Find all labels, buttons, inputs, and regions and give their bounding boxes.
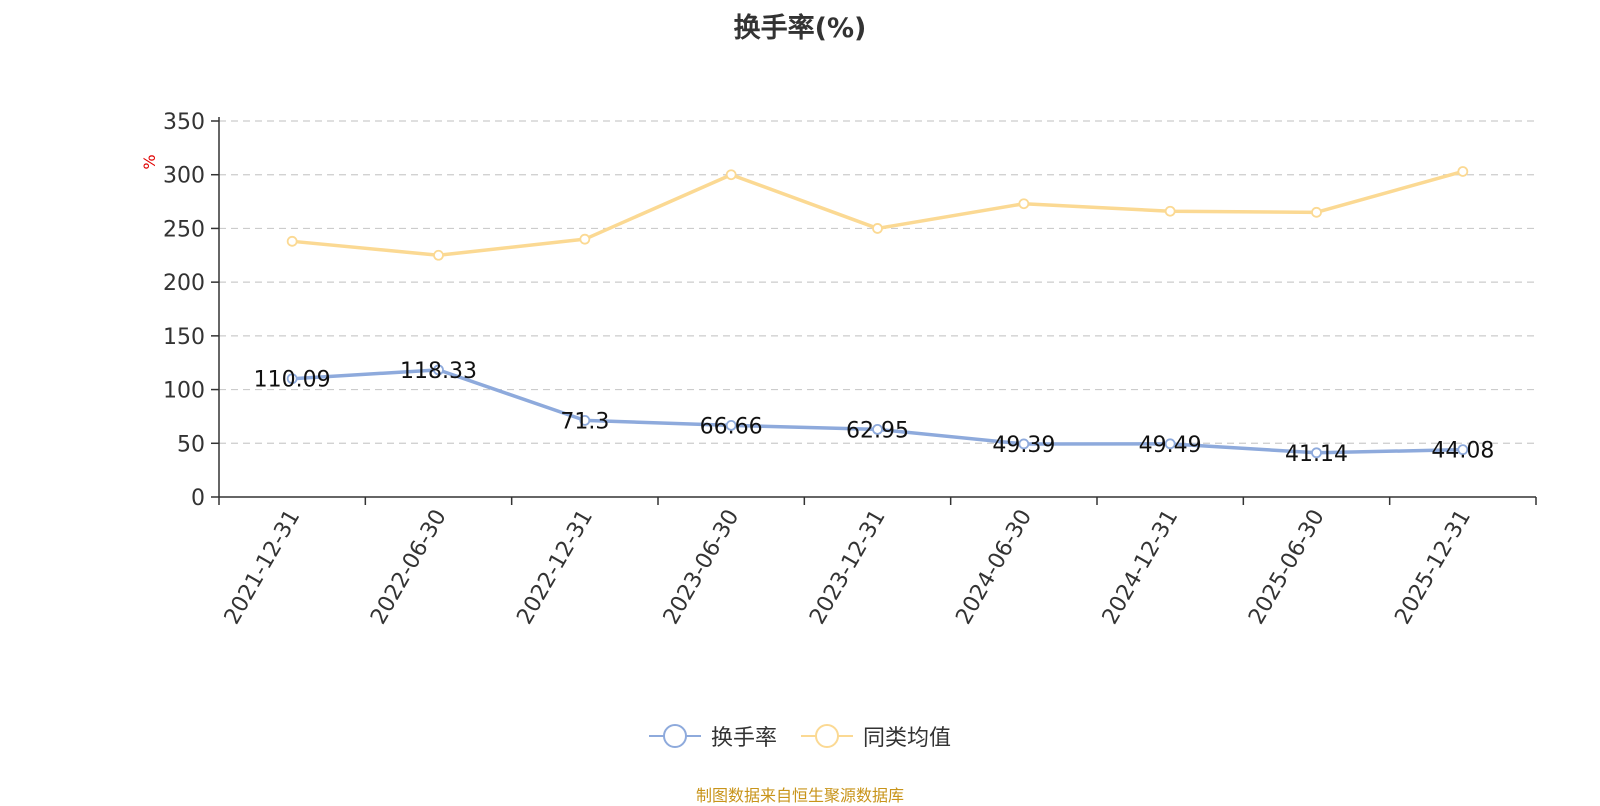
data-label: 41.14	[1285, 442, 1348, 467]
legend-label: 同类均值	[863, 726, 952, 751]
legend: 换手率 同类均值	[0, 720, 1600, 752]
x-tick-label: 2024-06-30	[951, 506, 1037, 629]
data-label: 62.95	[846, 418, 909, 443]
y-tick-label: 200	[163, 271, 205, 296]
data-label: 118.33	[400, 359, 477, 384]
data-label: 49.49	[1139, 433, 1202, 458]
legend-label: 换手率	[710, 726, 777, 751]
legend-item-series-1[interactable]: 换手率	[648, 720, 777, 752]
data-point	[286, 373, 298, 385]
series-line	[292, 169, 1464, 258]
y-tick-label: 150	[163, 325, 205, 350]
x-tick-label: 2025-06-30	[1244, 506, 1330, 629]
data-point	[1311, 206, 1322, 218]
data-point	[1457, 444, 1469, 456]
data-point	[725, 169, 737, 181]
y-tick-label: 100	[163, 379, 205, 404]
grid-lines	[219, 120, 1536, 444]
data-point	[579, 233, 591, 245]
x-tick-label: 2023-06-30	[659, 506, 745, 629]
y-axis-unit-label: %	[140, 154, 159, 169]
data-point	[1457, 166, 1469, 177]
data-point	[1311, 447, 1322, 459]
y-tick-label: 250	[163, 217, 205, 242]
data-point	[286, 235, 298, 247]
data-label: 49.39	[992, 433, 1055, 458]
x-tick-label: 2022-12-31	[512, 506, 598, 629]
data-point	[579, 415, 591, 426]
y-tick-label: 300	[163, 164, 205, 189]
data-point	[872, 423, 883, 435]
data-point	[1164, 438, 1176, 450]
x-tick-label: 2021-12-31	[220, 506, 306, 629]
data-point	[1018, 198, 1030, 210]
data-label: 44.08	[1431, 439, 1494, 464]
data-point	[1164, 205, 1176, 217]
circle-marker-icon	[648, 721, 701, 751]
x-tick-label: 2022-06-30	[366, 506, 452, 629]
y-tick-label: 50	[177, 432, 205, 457]
chart-title: 换手率(%)	[733, 13, 867, 44]
source-note: 制图数据来自恒生聚源数据库	[695, 786, 904, 805]
data-label: 110.09	[254, 368, 331, 393]
x-tick-label: 2025-12-31	[1390, 506, 1476, 629]
data-point	[1018, 438, 1030, 450]
axes: 0 50 100 150 200 250 300 350% 2021-12-31 2022-06-…	[140, 110, 1537, 629]
data-point	[725, 419, 737, 431]
series	[286, 166, 1469, 459]
data-label: 66.66	[700, 414, 763, 439]
circle-marker-icon	[801, 721, 853, 751]
data-point	[872, 223, 883, 234]
data-point	[433, 364, 444, 376]
data-label: 71.3	[560, 409, 609, 434]
data-labels: 110.09 118.33 71.3 66.66 62.95 49.39 49.49 41.1…	[254, 359, 1495, 467]
x-tick-label: 2023-12-31	[805, 506, 891, 629]
data-point	[433, 249, 444, 261]
y-tick-label: 0	[191, 486, 205, 511]
x-tick-label: 2024-12-31	[1098, 506, 1184, 629]
y-tick-label: 350	[163, 110, 205, 135]
legend-item-series-2[interactable]: 同类均值	[801, 720, 951, 752]
